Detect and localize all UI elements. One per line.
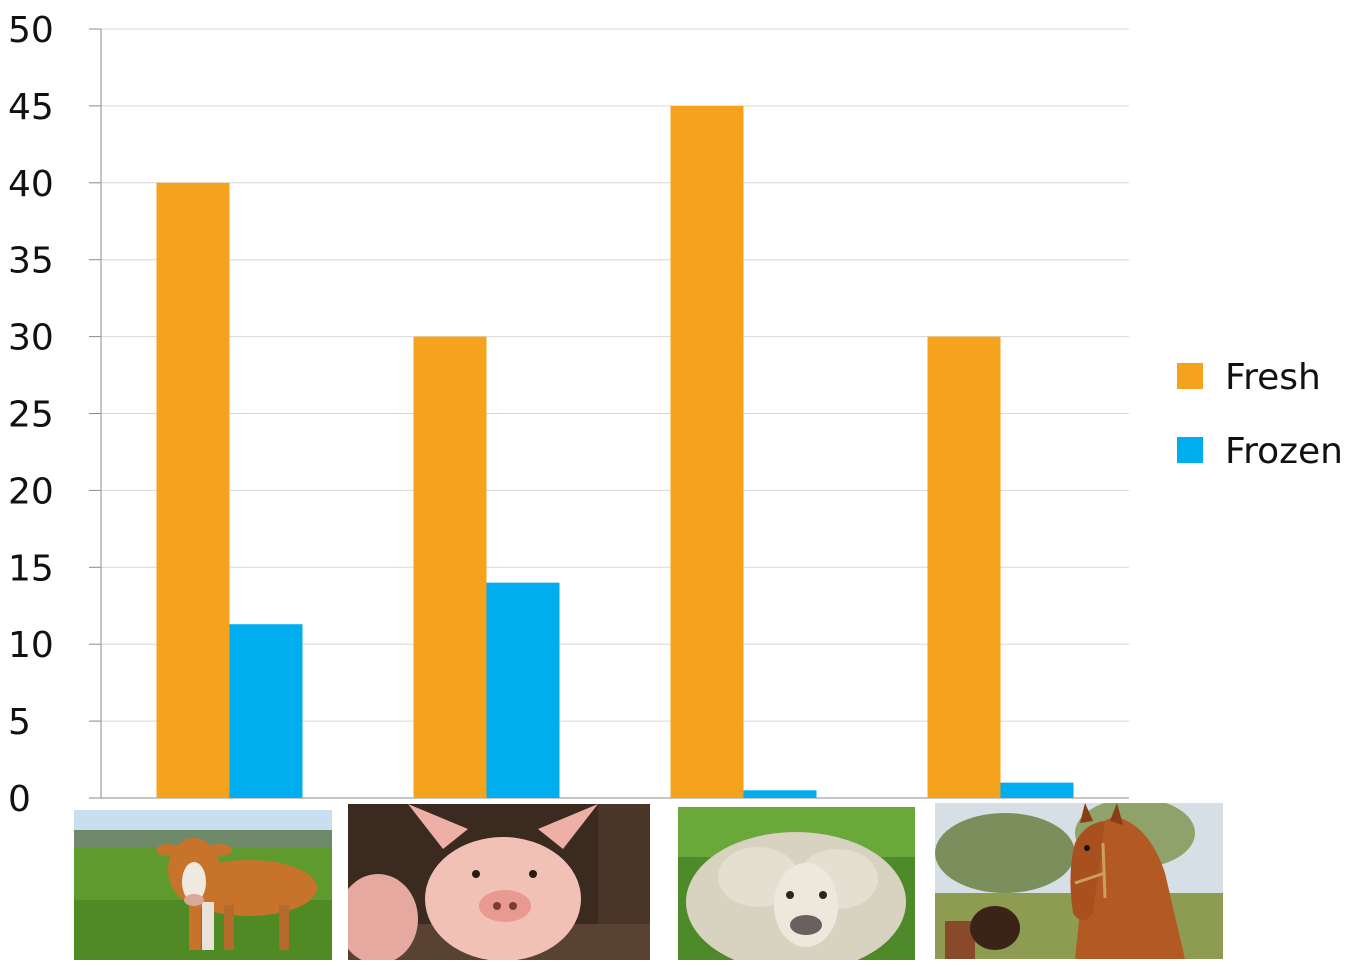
legend-swatch-frozen: [1177, 437, 1203, 463]
y-tick-label: 50: [8, 10, 54, 51]
horse-photo-icon: [935, 803, 1223, 959]
y-tick-label: 35: [8, 241, 54, 282]
legend-label-fresh: Fresh: [1225, 357, 1321, 398]
y-tick-label: 10: [8, 625, 54, 666]
cow-photo-icon: [74, 810, 332, 960]
bar-frozen-horse: [1000, 782, 1074, 798]
legend-label-frozen: Frozen: [1225, 431, 1343, 472]
legend-swatch-fresh: [1177, 363, 1203, 389]
bar-frozen-pig: [486, 582, 560, 798]
pig-photo-icon: [348, 804, 650, 960]
y-tick-label: 5: [8, 702, 31, 743]
legend: Fresh Frozen: [1177, 357, 1343, 472]
bars: [156, 105, 1074, 799]
bar-fresh-cow: [156, 182, 230, 799]
bar-fresh-pig: [413, 336, 487, 798]
bar-frozen-cow: [229, 624, 303, 798]
bar-frozen-sheep: [743, 790, 817, 798]
bar-fresh-horse: [927, 336, 1001, 798]
bar-fresh-sheep: [670, 105, 744, 798]
y-tick-label: 15: [8, 548, 54, 589]
y-axis: 0 5 10 15 20 25 30 35 40 45 50: [8, 10, 1129, 820]
y-tick-label: 25: [8, 395, 54, 436]
sheep-photo-icon: [678, 807, 915, 960]
y-tick-label: 45: [8, 87, 54, 128]
y-tick-label: 30: [8, 318, 54, 359]
y-tick-label: 20: [8, 471, 54, 512]
y-tick-label: 40: [8, 164, 54, 205]
y-tick-label: 0: [8, 779, 31, 820]
